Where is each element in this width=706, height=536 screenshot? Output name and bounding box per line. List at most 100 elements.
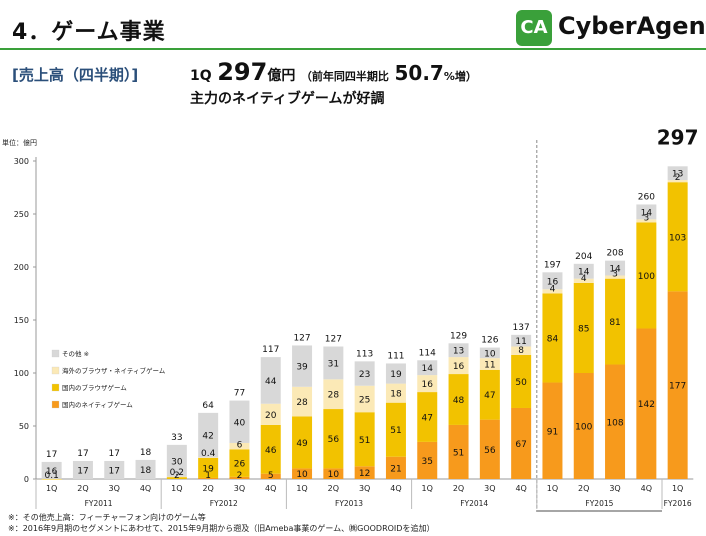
segment-label-overseas: 25 bbox=[359, 395, 370, 405]
fiscal-year-label: FY2012 bbox=[210, 499, 238, 508]
x-tick-label: 3Q bbox=[234, 484, 245, 493]
y-tick-label: 100 bbox=[14, 369, 29, 378]
headline-unit: 億円 bbox=[267, 68, 296, 84]
bar-segment-browser bbox=[166, 476, 187, 479]
bar-segment-other bbox=[417, 360, 438, 376]
y-tick-label: 200 bbox=[14, 263, 29, 272]
segment-label-native: 21 bbox=[390, 464, 401, 474]
bar-segment-native bbox=[605, 364, 626, 479]
segment-label-browser: 50 bbox=[515, 378, 527, 388]
segment-label-other: 31 bbox=[328, 359, 339, 369]
bar-segment-other bbox=[511, 334, 532, 347]
bar-segment-native bbox=[354, 466, 375, 479]
x-tick-label: 1Q bbox=[672, 484, 683, 493]
page-title: 4．ゲーム事業 bbox=[12, 20, 166, 45]
bar-segment-overseas bbox=[417, 375, 438, 393]
segment-label-overseas: 3 bbox=[612, 270, 618, 280]
segment-label-other: 14 bbox=[641, 208, 653, 218]
segment-label-overseas: 0.4 bbox=[201, 449, 216, 459]
total-label-highlight: 297 bbox=[657, 128, 699, 149]
x-tick-label: 3Q bbox=[109, 484, 120, 493]
y-tick-label: 150 bbox=[14, 316, 29, 325]
total-label: 208 bbox=[606, 249, 623, 259]
bar-segment-overseas bbox=[166, 476, 187, 478]
company-logo: CA CyberAgent. bbox=[516, 8, 706, 48]
segment-label-browser: 51 bbox=[390, 426, 401, 436]
bar-segment-other bbox=[323, 346, 344, 380]
segment-label-overseas: 8 bbox=[518, 346, 524, 356]
logo-mark-icon: CA bbox=[516, 10, 552, 46]
x-tick-label: 1Q bbox=[296, 484, 307, 493]
segment-label-native: 91 bbox=[547, 427, 558, 437]
headline-yoy-label: （前年同四半期比 bbox=[300, 70, 389, 83]
bar-segment-browser bbox=[667, 182, 688, 292]
fiscal-year-label: FY2015 bbox=[585, 499, 613, 508]
segment-label-overseas: 28 bbox=[328, 391, 340, 401]
segment-label-browser: 49 bbox=[296, 439, 308, 449]
x-tick-label: 2Q bbox=[453, 484, 464, 493]
segment-label-native: 67 bbox=[515, 440, 526, 450]
segment-label-other: 16 bbox=[46, 467, 58, 477]
bar-segment-browser bbox=[385, 402, 406, 457]
segment-label-native: 35 bbox=[422, 457, 433, 467]
bar-segment-overseas bbox=[542, 289, 563, 294]
bar-segment-browser bbox=[605, 278, 626, 365]
bar-segment-browser bbox=[41, 478, 62, 480]
x-tick-label: 4Q bbox=[140, 484, 151, 493]
total-label: 18 bbox=[140, 448, 152, 458]
total-label: 17 bbox=[109, 449, 120, 459]
total-label: 260 bbox=[638, 192, 655, 202]
segment-label-other: 17 bbox=[109, 466, 120, 476]
bar-segment-other bbox=[385, 363, 406, 384]
bar-segment-browser bbox=[479, 369, 500, 420]
bar-segment-browser bbox=[198, 457, 219, 478]
unit-label: 単位：億円 bbox=[2, 138, 37, 147]
segment-label-other: 13 bbox=[453, 347, 464, 357]
segment-label-native: 2 bbox=[237, 471, 243, 481]
segment-label-browser: 46 bbox=[265, 446, 277, 456]
x-tick-label: 1Q bbox=[46, 484, 57, 493]
segment-label-overseas: 4 bbox=[550, 285, 556, 295]
segment-label-native: 1 bbox=[205, 471, 211, 481]
segment-label-browser: 19 bbox=[202, 464, 214, 474]
legend-label-other: その他 ※ bbox=[62, 349, 89, 358]
x-tick-label: 3Q bbox=[609, 484, 620, 493]
bar-segment-browser bbox=[229, 449, 250, 477]
bar-segment-browser bbox=[573, 282, 594, 373]
total-label: 137 bbox=[513, 323, 530, 333]
segment-label-browser: 84 bbox=[547, 335, 559, 345]
total-label: 129 bbox=[450, 331, 467, 341]
segment-label-other: 42 bbox=[202, 432, 213, 442]
bar-segment-browser bbox=[323, 409, 344, 469]
fiscal-year-label: FY2011 bbox=[85, 499, 113, 508]
headline-yoy-suffix: %増） bbox=[443, 70, 477, 83]
segment-label-browser: 48 bbox=[453, 396, 465, 406]
segment-label-native: 10 bbox=[328, 470, 340, 480]
segment-label-overseas: 20 bbox=[265, 411, 277, 421]
x-tick-label: 1Q bbox=[547, 484, 558, 493]
bar-segment-native bbox=[479, 419, 500, 479]
total-label: 126 bbox=[481, 336, 498, 346]
segment-label-other: 14 bbox=[609, 265, 621, 275]
bar-segment-other bbox=[605, 260, 626, 276]
segment-label-other: 30 bbox=[171, 457, 183, 467]
total-label: 64 bbox=[202, 401, 214, 411]
total-label: 127 bbox=[325, 335, 342, 345]
headline: 1Q 297億円 （前年同四半期比 50.7%増） bbox=[190, 58, 477, 86]
y-tick-label: 0 bbox=[24, 475, 29, 484]
bar-segment-overseas bbox=[292, 386, 313, 417]
bar-segment-overseas bbox=[573, 278, 594, 283]
total-label: 204 bbox=[575, 252, 592, 262]
bar-segment-native bbox=[542, 382, 563, 479]
bar-segment-other bbox=[479, 347, 500, 359]
legend-swatch-overseas bbox=[51, 366, 60, 375]
legend-swatch-browser bbox=[51, 383, 60, 392]
bar-segment-other bbox=[292, 345, 313, 387]
segment-label-other: 44 bbox=[265, 377, 277, 387]
x-tick-label: 2Q bbox=[202, 484, 213, 493]
segment-label-other: 11 bbox=[515, 337, 526, 347]
bar-segment-native bbox=[448, 424, 469, 479]
bar-segment-other bbox=[41, 461, 62, 479]
segment-label-browser: 103 bbox=[669, 233, 686, 243]
bar-segment-other bbox=[354, 361, 375, 386]
